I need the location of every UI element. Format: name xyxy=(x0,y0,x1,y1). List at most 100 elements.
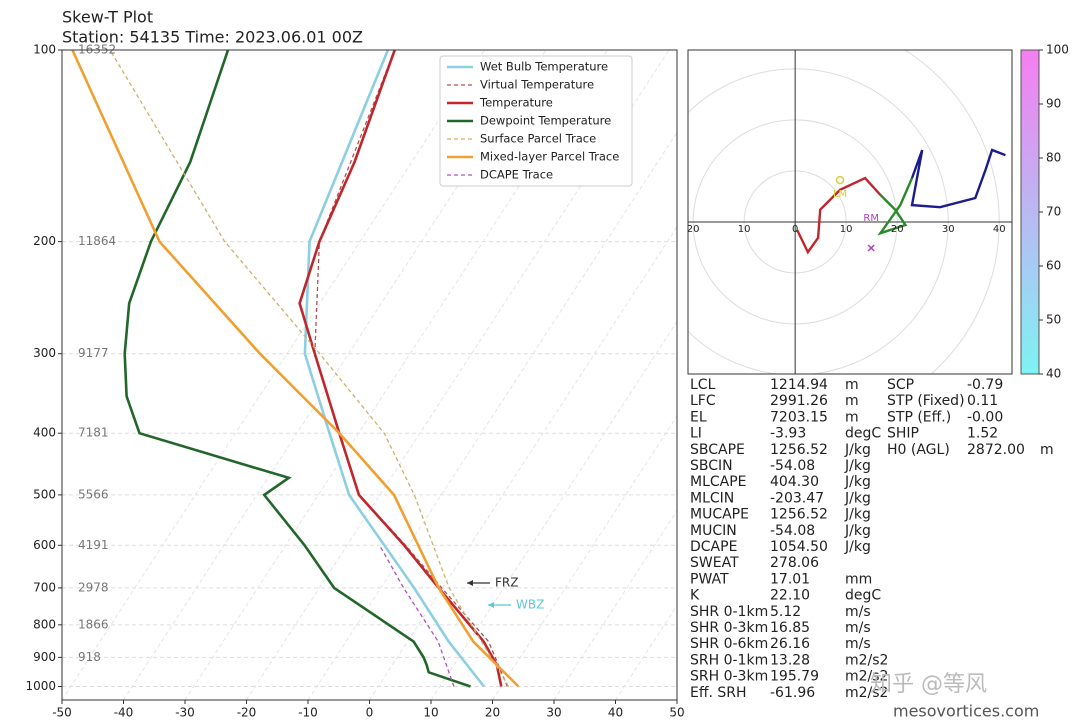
profile-line xyxy=(109,50,510,687)
chart-subtitle: Station: 54135 Time: 2023.06.01 00Z xyxy=(62,28,363,47)
index-name: PWAT xyxy=(690,571,729,587)
index-name: SHR 0-3km xyxy=(690,620,768,636)
colorbar-tick-label: 60 xyxy=(1046,259,1061,273)
index-name: EL xyxy=(690,409,707,425)
index-value: 7203.15 xyxy=(770,409,828,425)
profile-line xyxy=(379,544,455,687)
y-tick-label: 200 xyxy=(33,234,56,248)
legend-label: Wet Bulb Temperature xyxy=(480,60,608,74)
index-value: -54.08 xyxy=(770,523,815,539)
index-name: H0 (AGL) xyxy=(887,442,950,458)
x-tick-label: 40 xyxy=(608,706,623,720)
legend-label: Virtual Temperature xyxy=(480,78,594,92)
legend-label: Temperature xyxy=(479,96,553,110)
index-unit: J/kg xyxy=(844,442,871,458)
x-tick-label: -20 xyxy=(237,706,257,720)
colorbar-tick-label: 90 xyxy=(1046,97,1061,111)
profile-line xyxy=(303,50,486,688)
index-unit: J/kg xyxy=(844,507,871,523)
storm-label: LM xyxy=(833,189,847,200)
index-name: K xyxy=(690,588,700,604)
legend-box xyxy=(439,55,633,187)
index-value: 1256.52 xyxy=(770,507,828,523)
y-tick-label: 800 xyxy=(33,617,56,631)
skewt-plot: 1002003004005006007008009001000163521186… xyxy=(25,43,684,720)
y-tick-label: 300 xyxy=(33,346,56,360)
colorbar-tick-label: 40 xyxy=(1046,367,1061,381)
index-name: MUCIN xyxy=(690,523,737,539)
colorbar-tick-label: 70 xyxy=(1046,205,1061,219)
storm-label: RM xyxy=(863,213,879,224)
index-name: SRH 0-1km xyxy=(690,652,768,668)
index-value: 17.01 xyxy=(770,571,810,587)
hodo-frame xyxy=(687,49,1013,375)
index-unit: J/kg xyxy=(844,490,871,506)
index-name: LFC xyxy=(690,393,716,409)
height-label: 9177 xyxy=(78,346,109,360)
index-value: 26.16 xyxy=(770,636,810,652)
index-name: STP (Fixed) xyxy=(887,393,965,409)
index-name: MLCIN xyxy=(690,490,734,506)
index-value: -3.93 xyxy=(770,426,806,442)
height-label: 11864 xyxy=(78,234,116,248)
index-unit: m xyxy=(845,393,859,409)
index-name: MUCAPE xyxy=(690,507,749,523)
profile-line xyxy=(123,50,471,688)
index-unit: m xyxy=(1040,442,1054,458)
index-unit: J/kg xyxy=(844,523,871,539)
hodo-tick-label: 20 xyxy=(687,224,700,235)
x-tick-label: -10 xyxy=(298,706,318,720)
index-unit: J/kg xyxy=(844,539,871,555)
annotation-arrowhead xyxy=(488,602,494,608)
profile-line xyxy=(71,50,520,688)
index-unit: m xyxy=(845,409,859,425)
plot-frame xyxy=(61,49,678,701)
index-value: -54.08 xyxy=(770,458,815,474)
index-name: SHR 0-1km xyxy=(690,604,768,620)
colorbar xyxy=(1020,49,1040,375)
index-value: 1214.94 xyxy=(770,377,828,393)
index-value: -0.79 xyxy=(967,377,1003,393)
x-tick-label: -50 xyxy=(52,706,72,720)
annotation: FRZ xyxy=(495,576,518,590)
y-tick-label: 600 xyxy=(33,538,56,552)
legend-label: Mixed-layer Parcel Trace xyxy=(480,150,619,164)
storm-marker xyxy=(867,244,875,252)
profile-line xyxy=(298,50,503,687)
index-name: LCL xyxy=(690,377,716,393)
index-value: 0.11 xyxy=(967,393,998,409)
hodo-tick-label: 10 xyxy=(840,224,853,235)
x-tick-label: 20 xyxy=(485,706,500,720)
index-unit: degC xyxy=(845,426,881,442)
x-tick-label: 10 xyxy=(423,706,438,720)
x-tick-label: 0 xyxy=(366,706,374,720)
index-value: 278.06 xyxy=(770,555,819,571)
hodo-line xyxy=(910,148,1006,209)
index-value: 2991.26 xyxy=(770,393,828,409)
legend-label: DCAPE Trace xyxy=(480,168,553,182)
index-name: SHR 0-6km xyxy=(690,636,768,652)
x-tick-label: 50 xyxy=(669,706,684,720)
annotation: WBZ xyxy=(516,598,544,612)
index-unit: m/s xyxy=(845,620,871,636)
index-name: SRH 0-3km xyxy=(690,669,768,685)
legend-label: Dewpoint Temperature xyxy=(480,114,611,128)
index-name: SBCIN xyxy=(690,458,733,474)
profile-line xyxy=(314,50,508,687)
index-unit: J/kg xyxy=(844,474,871,490)
index-unit: mm xyxy=(845,571,872,587)
index-unit: m xyxy=(845,377,859,393)
hodo-line xyxy=(877,177,914,236)
index-value: -203.47 xyxy=(770,490,824,506)
height-label: 1866 xyxy=(78,617,109,631)
height-label: 5566 xyxy=(78,487,109,501)
y-tick-label: 100 xyxy=(33,43,56,57)
index-value: 2872.00 xyxy=(967,442,1025,458)
index-value: 13.28 xyxy=(770,652,810,668)
index-name: SHIP xyxy=(887,426,919,442)
height-label: 4191 xyxy=(78,538,109,552)
colorbar-tick-label: 80 xyxy=(1046,151,1061,165)
indices-table: LCL 1214.94 m LFC 2991.26 m EL 7203.15 m LI -3.93 d… xyxy=(690,377,1054,701)
index-value: -0.00 xyxy=(967,409,1003,425)
y-tick-label: 400 xyxy=(33,426,56,440)
